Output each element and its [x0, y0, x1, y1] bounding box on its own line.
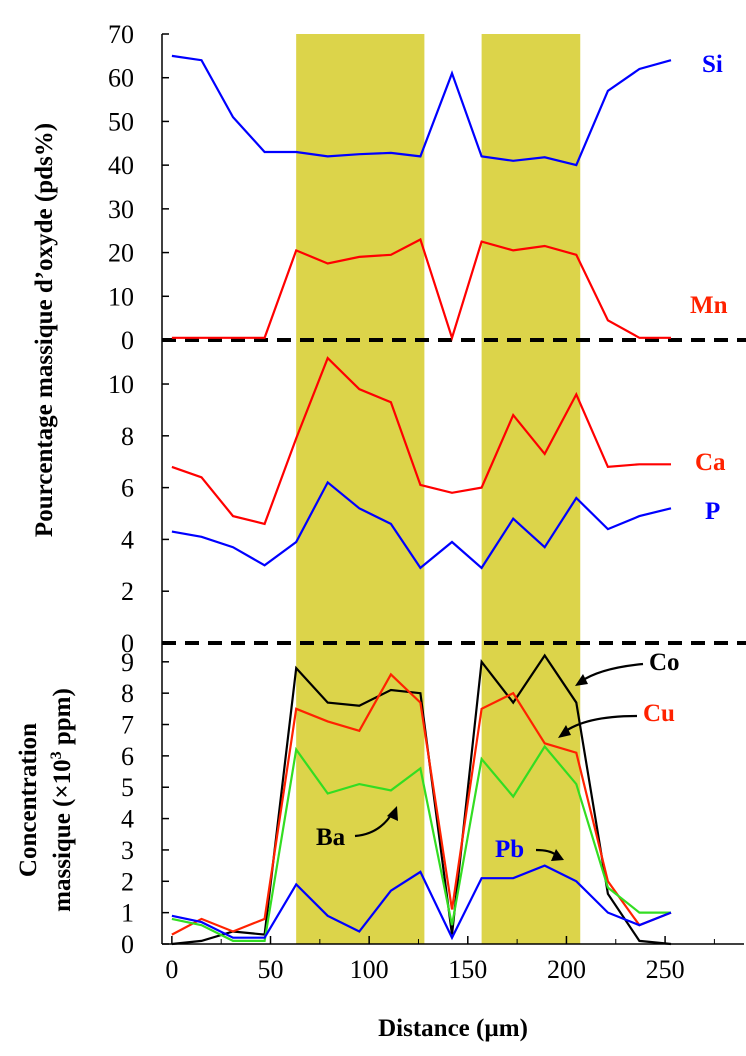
- x-tick-label-100: 100: [350, 955, 389, 984]
- ticks: 0 50 100 150 200 2500102030405060700246810123…: [108, 20, 715, 984]
- series-line-si: [171, 54, 672, 167]
- y-axis-title-bottom-line2: massique (×103 ppm): [48, 688, 76, 912]
- y-tick-label-middle-6: 6: [121, 474, 134, 503]
- y-tick-label-top-60: 60: [108, 64, 134, 93]
- series-label-p: P: [705, 498, 720, 525]
- y-tick-label-middle-0: 0: [121, 629, 134, 658]
- x-tick-label-150: 150: [448, 955, 487, 984]
- y-tick-label-top-30: 30: [108, 195, 134, 224]
- x-tick-label-0: 0: [165, 955, 178, 984]
- y-tick-label-top-70: 70: [108, 20, 134, 49]
- y-tick-label-middle-8: 8: [121, 422, 134, 451]
- y-tick-label-middle-4: 4: [121, 525, 134, 554]
- y-tick-label-bottom-6: 6: [121, 742, 134, 771]
- y-tick-label-top-50: 50: [108, 107, 134, 136]
- series-layer: [171, 54, 672, 946]
- arrow-co: [579, 662, 644, 683]
- arrow-co-head: [575, 674, 588, 686]
- y-axis-title-bottom-line1: Concentration: [15, 723, 42, 877]
- series-label-co: Co: [649, 649, 680, 676]
- series-label-pb: Pb: [495, 836, 524, 863]
- y-tick-label-bottom-1: 1: [121, 899, 134, 928]
- annotation-arrows: [354, 662, 644, 861]
- series-label-cu: Cu: [643, 700, 675, 727]
- y-tick-label-bottom-9: 9: [121, 648, 134, 677]
- series-label-mn: Mn: [690, 292, 728, 319]
- y-tick-label-bottom-3: 3: [121, 836, 134, 865]
- series-label-si: Si: [702, 51, 723, 78]
- series-line-pb: [171, 864, 672, 941]
- series-line-ba: [171, 744, 671, 943]
- series-label-ba: Ba: [316, 824, 346, 851]
- series-line-cu: [171, 672, 672, 936]
- y-tick-label-top-10: 10: [108, 282, 134, 311]
- y-tick-label-bottom-8: 8: [121, 679, 134, 708]
- arrow-pb-head: [551, 849, 564, 861]
- y-tick-label-bottom-5: 5: [121, 773, 134, 802]
- x-axis-title: Distance (µm): [378, 1015, 528, 1042]
- y-axis-title-top: Pourcentage massique d’oxyde (pds%): [31, 123, 58, 537]
- series-label-ca: Ca: [695, 449, 726, 476]
- series-line-p: [171, 480, 672, 570]
- shaded-bands: [296, 34, 581, 944]
- axes: [161, 34, 746, 945]
- y-tick-label-bottom-2: 2: [121, 867, 134, 896]
- y-tick-label-bottom-4: 4: [121, 805, 134, 834]
- shaded-band-2: [481, 34, 581, 944]
- y-tick-label-top-0: 0: [121, 326, 134, 355]
- y-tick-label-middle-10: 10: [108, 370, 134, 399]
- x-tick-label-50: 50: [258, 955, 284, 984]
- series-line-ca: [171, 356, 671, 526]
- series-line-co: [171, 653, 672, 946]
- y-tick-label-bottom-7: 7: [121, 711, 134, 740]
- x-tick-label-200: 200: [547, 955, 586, 984]
- y-tick-label-top-20: 20: [108, 239, 134, 268]
- shaded-band-1: [296, 34, 425, 944]
- arrow-cu-head: [558, 725, 571, 738]
- arrow-ba-head: [387, 806, 398, 821]
- y-tick-label-middle-2: 2: [121, 577, 134, 606]
- series-line-mn: [171, 237, 671, 342]
- y-tick-label-bottom-0: 0: [121, 930, 134, 959]
- y-tick-label-top-40: 40: [108, 151, 134, 180]
- x-tick-label-250: 250: [646, 955, 685, 984]
